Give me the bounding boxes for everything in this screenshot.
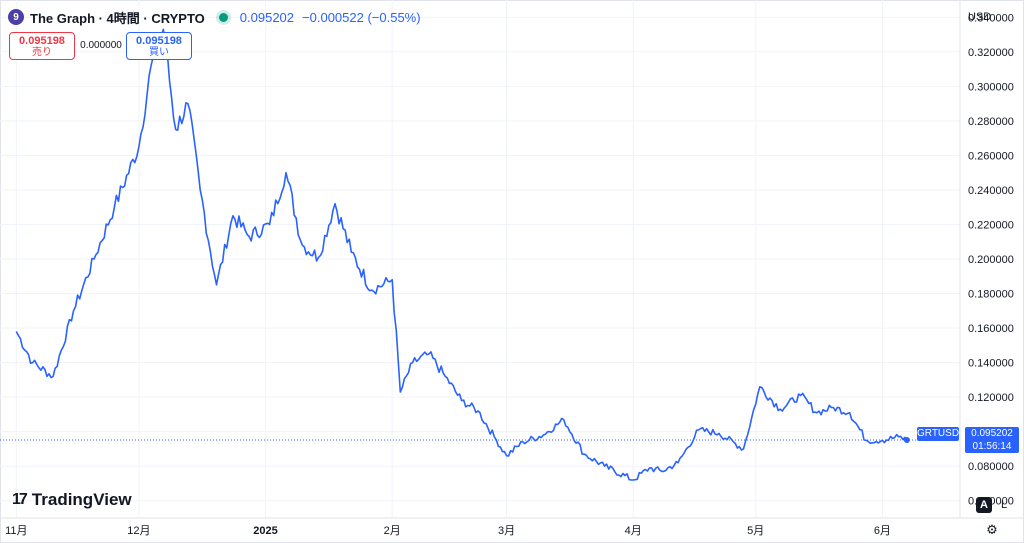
price-series-line (15, 28, 908, 481)
sell-price: 0.095198 (19, 35, 65, 47)
time-axis-ticks: 11月 12月 2025 2月 3月 4月 5月 6月 (5, 525, 891, 537)
price-tick-label: 0.220000 (968, 219, 1014, 231)
sell-button[interactable]: 0.095198 売り (9, 32, 75, 60)
header-price-change: −0.000522 (−0.55%) (302, 9, 421, 25)
sell-label: 売り (32, 47, 52, 58)
gear-icon[interactable]: ⚙ (986, 522, 998, 537)
time-tick-label: 12月 (127, 525, 150, 537)
last-price-badge: 0.095202 01:56:14 (965, 427, 1019, 453)
price-tick-label: 0.120000 (968, 392, 1014, 404)
time-tick-label: 3月 (498, 525, 515, 537)
price-tick-label: 0.140000 (968, 358, 1014, 370)
tradingview-wordmark: TradingView (31, 490, 132, 509)
buy-label: 買い (149, 47, 169, 58)
price-tick-label: 0.080000 (968, 461, 1014, 473)
price-tick-label: 0.280000 (968, 116, 1014, 128)
time-tick-label: 11月 (5, 525, 27, 537)
chart-grid (0, 0, 960, 518)
price-axis-ticks: 0.340000 0.320000 0.300000 0.280000 0.260000… (968, 12, 1014, 507)
tradingview-mark-icon: 17 (12, 491, 28, 508)
tradingview-logo[interactable]: 17 TradingView (12, 490, 132, 510)
time-tick-label: 2月 (384, 525, 401, 537)
price-tick-label: 0.260000 (968, 150, 1014, 162)
price-tick-label: 0.160000 (968, 323, 1014, 335)
symbol-title[interactable]: The Graph · 4時間 · CRYPTO (30, 10, 205, 26)
price-tick-label: 0.200000 (968, 254, 1014, 266)
buy-button[interactable]: 0.095198 買い (126, 32, 192, 60)
price-tick-label: 0.240000 (968, 185, 1014, 197)
time-tick-label: 5月 (747, 525, 764, 537)
spread-value: 0.000000 (80, 40, 122, 51)
market-open-icon (218, 12, 228, 22)
price-tick-label: 0.340000 (968, 12, 1014, 24)
buy-price: 0.095198 (136, 35, 182, 47)
chart-header: 9 The Graph · 4時間 · CRYPTO 0.095202 −0.0… (8, 7, 421, 27)
time-tick-label: 4月 (625, 525, 642, 537)
time-tick-label: 6月 (874, 525, 891, 537)
last-price-dot (903, 436, 910, 443)
bar-countdown: 01:56:14 (972, 441, 1012, 452)
header-last-price: 0.095202 (239, 9, 295, 25)
symbol-badge: GRTUSD (917, 427, 960, 441)
currency-selector[interactable]: USD (968, 11, 992, 23)
price-tick-label: 0.300000 (968, 81, 1014, 93)
log-scale-button[interactable]: L (1000, 499, 1008, 511)
time-tick-label: 2025 (253, 525, 277, 537)
price-tick-label: 0.180000 (968, 289, 1014, 301)
price-tick-label: 0.320000 (968, 47, 1014, 59)
auto-scale-button[interactable]: A (976, 497, 992, 513)
graph-logo-icon: 9 (8, 9, 24, 25)
last-price-badge-value: 0.095202 (971, 428, 1013, 439)
